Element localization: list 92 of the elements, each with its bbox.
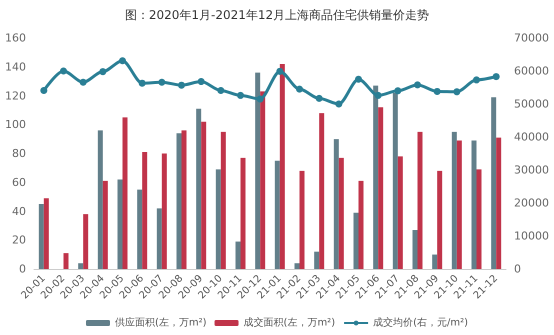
bar	[354, 212, 358, 269]
bar	[196, 108, 202, 269]
bar	[260, 91, 266, 269]
point	[40, 86, 48, 94]
point	[414, 81, 421, 88]
bar	[472, 140, 476, 269]
legend-label: 供应面积(左，万m²)	[114, 316, 207, 328]
bar	[314, 252, 320, 269]
bar	[122, 117, 128, 269]
bar	[102, 180, 108, 269]
bar	[452, 132, 457, 269]
bar	[83, 214, 88, 269]
point	[355, 76, 362, 83]
bar	[319, 113, 324, 269]
bar	[338, 158, 344, 269]
point	[138, 80, 146, 87]
point	[434, 88, 441, 95]
bar	[201, 122, 206, 269]
y-tick-label: 160	[5, 32, 26, 44]
bar	[412, 230, 418, 269]
y2-tick-label: 30000	[514, 164, 549, 176]
point	[316, 94, 323, 102]
y2-tick-label: 70000	[514, 32, 549, 44]
y-tick-label: 60	[12, 176, 26, 189]
bar	[437, 170, 442, 269]
bar	[156, 208, 162, 269]
y2-tick-label: 20000	[514, 196, 549, 210]
y-tick-label: 80	[12, 147, 26, 160]
y2-tick-label: 50000	[514, 98, 549, 110]
point	[374, 92, 382, 99]
bar	[142, 152, 148, 269]
y2-tick-label: 60000	[514, 64, 549, 78]
point	[60, 68, 67, 74]
point	[296, 86, 303, 93]
y-tick-label: 100	[5, 118, 26, 132]
bar	[496, 138, 502, 269]
point	[217, 86, 224, 94]
point	[99, 68, 106, 76]
legend-label: 成交均价(右，元/m²)	[373, 316, 468, 328]
y-tick-label: 40	[12, 204, 26, 218]
bar	[294, 263, 300, 269]
bar	[358, 180, 364, 269]
bar	[456, 140, 462, 269]
bar	[64, 253, 68, 269]
bar	[255, 72, 260, 269]
legend-label: 成交面积(左，万m²)	[244, 316, 336, 328]
point	[119, 57, 126, 64]
bar	[162, 154, 167, 269]
bar	[476, 169, 482, 269]
point	[453, 88, 460, 96]
bar	[280, 64, 285, 269]
point	[256, 96, 264, 103]
bar	[137, 190, 142, 269]
point	[198, 78, 205, 86]
bar	[236, 242, 240, 269]
bar	[432, 254, 438, 269]
bar	[373, 86, 378, 269]
bar	[220, 132, 226, 269]
bar	[216, 169, 221, 269]
bar	[334, 139, 339, 269]
chart-title: 图：2020年1月-2021年12月上海商品住宅供销量价走势	[124, 8, 430, 22]
point	[80, 78, 87, 86]
bar	[118, 179, 122, 269]
point	[237, 92, 244, 99]
bar	[378, 107, 384, 269]
y2-tick-label: 40000	[514, 130, 549, 144]
y2-tick-label: 10000	[514, 230, 549, 242]
y-tick-label: 140	[5, 60, 26, 74]
y2-tick-label: 0	[514, 262, 521, 276]
y-tick-label: 0	[19, 262, 26, 276]
bar	[491, 97, 496, 269]
bar	[300, 170, 304, 269]
bar	[176, 133, 182, 269]
bar	[274, 160, 280, 269]
bar	[38, 204, 44, 269]
point	[178, 82, 185, 89]
y-tick-label: 20	[12, 234, 26, 247]
bar	[182, 130, 186, 269]
bar	[78, 263, 84, 269]
bar	[240, 158, 246, 269]
point	[158, 78, 166, 86]
point	[473, 76, 480, 84]
bar	[418, 132, 422, 269]
bar	[44, 198, 49, 269]
bar	[398, 156, 403, 269]
point	[276, 68, 284, 75]
point	[492, 73, 500, 80]
point	[335, 100, 342, 108]
point	[394, 87, 402, 94]
bar	[98, 130, 103, 269]
y-tick-label: 120	[5, 89, 26, 102]
bar	[392, 92, 398, 269]
